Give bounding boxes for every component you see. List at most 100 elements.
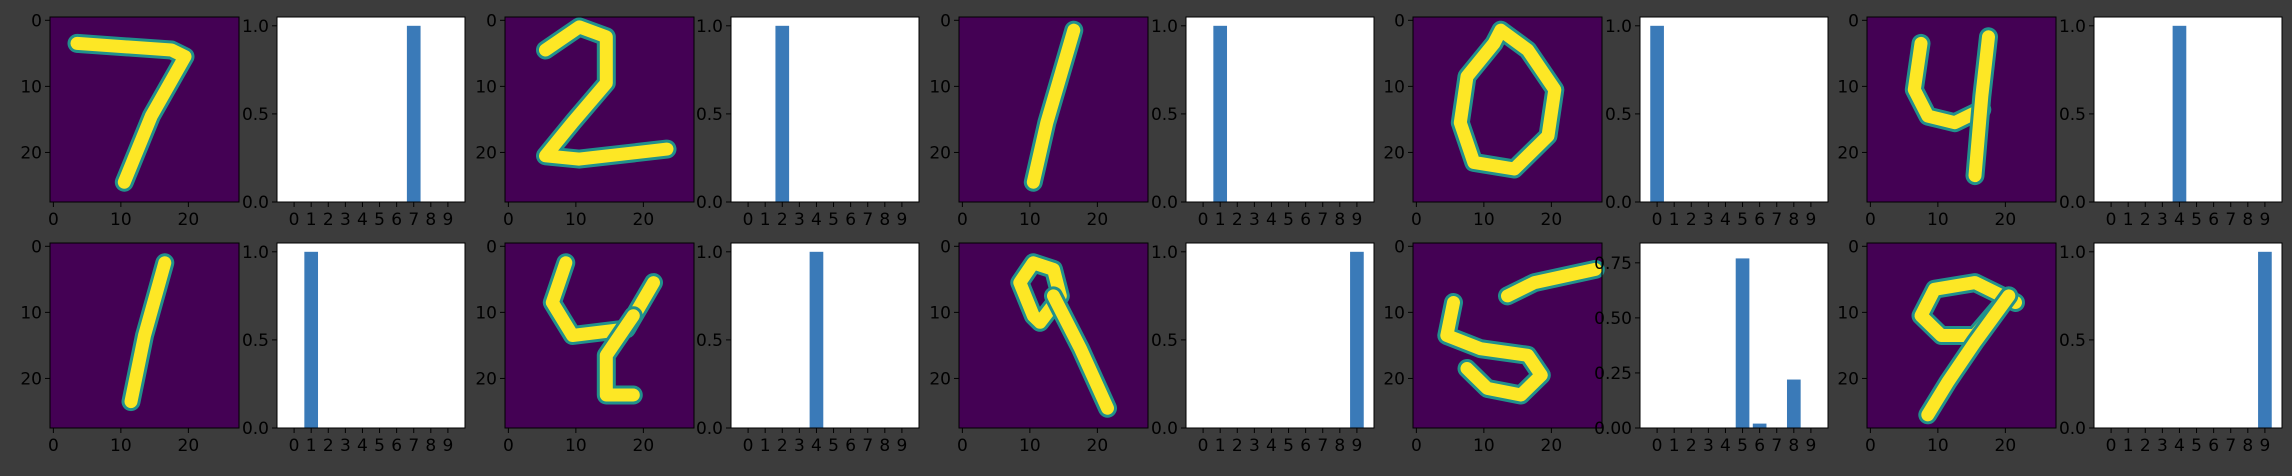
x-tick-label: 0: [1411, 436, 1422, 456]
y-tick-label: 0: [940, 237, 951, 257]
x-tick-label: 10: [1473, 436, 1495, 456]
axes-background: [1186, 243, 1374, 428]
x-tick-label: 5: [828, 436, 839, 456]
y-tick-label: 10: [1383, 303, 1405, 323]
x-tick-label: 2: [777, 210, 788, 230]
x-tick-label: 7: [408, 210, 419, 230]
digit-stroke: [70, 36, 192, 189]
x-tick-label: 20: [1541, 210, 1563, 230]
x-tick-label: 0: [1865, 210, 1876, 230]
x-tick-label: 8: [2242, 210, 2253, 230]
y-tick-label: 0.5: [2059, 105, 2086, 125]
y-tick-label: 0: [31, 11, 42, 31]
image-subplot: 0 10 20 0 10 20: [1383, 237, 1605, 456]
image-subplot: 0 10 20 0 10 20: [929, 11, 1149, 230]
x-tick-label: 6: [1300, 210, 1311, 230]
digit-stroke: [1453, 23, 1562, 176]
y-tick-label: 20: [20, 143, 42, 163]
digit-stroke: [1440, 296, 1548, 402]
x-tick-label: 4: [2174, 210, 2185, 230]
x-tick-label: 0: [957, 210, 968, 230]
x-tick-label: 8: [425, 210, 436, 230]
x-tick-label: 6: [845, 436, 856, 456]
x-tick-label: 5: [2191, 436, 2202, 456]
y-tick-label: 0.0: [696, 419, 723, 439]
axes-background: [731, 17, 919, 202]
y-tick-label: 1.0: [242, 17, 269, 37]
y-tick-label: 0.5: [1151, 105, 1178, 125]
x-tick-label: 8: [1788, 436, 1799, 456]
x-tick-label: 1: [306, 436, 317, 456]
axes-frame: [730, 242, 920, 429]
x-tick-label: 8: [425, 436, 436, 456]
y-tick-label: 0.25: [1594, 364, 1632, 384]
y-tick-label: 1.0: [1151, 17, 1178, 37]
y-tick-label: 20: [1383, 369, 1405, 389]
y-tick-label: 0.5: [696, 105, 723, 125]
x-tick-label: 3: [340, 436, 351, 456]
x-tick-label: 0: [289, 210, 300, 230]
x-tick-label: 3: [1249, 210, 1260, 230]
bar: [1650, 25, 1664, 202]
x-tick-label: 3: [2157, 436, 2168, 456]
x-tick-label: 4: [1720, 210, 1731, 230]
x-tick-label: 5: [828, 210, 839, 230]
x-tick-label: 4: [357, 436, 368, 456]
y-tick-label: 10: [929, 303, 951, 323]
x-tick-label: 8: [1334, 436, 1345, 456]
x-tick-label: 9: [1805, 436, 1816, 456]
y-tick-label: 0.0: [242, 193, 269, 213]
axes-frame: [49, 242, 240, 429]
x-tick-label: 5: [374, 210, 385, 230]
image-subplot: 0 10 20 0 10 20: [475, 11, 695, 230]
bar: [1350, 251, 1364, 428]
y-tick-label: 0.0: [2059, 419, 2086, 439]
y-tick-label: 20: [929, 369, 951, 389]
y-tick-label: 0.50: [1594, 309, 1632, 329]
x-tick-label: 10: [110, 210, 132, 230]
axes-frame: [504, 242, 695, 429]
bar-subplot: 0 1 2 3 4 5 6 7 8 9 0.00 0.25 0.50 0.75: [1594, 242, 1829, 456]
bar-subplot: 0 1 2 3 4 5 6 7 8 9 0.0 0.5 1.0: [696, 242, 920, 456]
x-tick-label: 4: [357, 210, 368, 230]
x-tick-label: 20: [1995, 210, 2017, 230]
y-tick-label: 20: [1383, 143, 1405, 163]
digit-stroke: [1047, 289, 1114, 415]
y-tick-label: 0: [31, 237, 42, 257]
x-tick-label: 0: [957, 436, 968, 456]
x-tick-label: 4: [1266, 436, 1277, 456]
x-tick-label: 0: [1865, 436, 1876, 456]
bar: [1213, 25, 1228, 202]
x-tick-label: 10: [110, 436, 132, 456]
bar-subplot: 0 1 2 3 4 5 6 7 8 9 0.0 0.5 1.0: [1605, 16, 1829, 230]
x-tick-label: 0: [48, 210, 59, 230]
y-tick-label: 20: [1837, 143, 1859, 163]
y-tick-label: 0.0: [2059, 193, 2086, 213]
y-tick-label: 20: [475, 369, 497, 389]
x-tick-label: 8: [2242, 436, 2253, 456]
x-tick-label: 4: [1720, 436, 1731, 456]
axes-frame: [958, 242, 1149, 429]
y-tick-label: 0.5: [696, 331, 723, 351]
y-tick-label: 1.0: [2059, 17, 2086, 37]
x-tick-label: 10: [1927, 210, 1949, 230]
x-tick-label: 3: [340, 210, 351, 230]
image-subplot: 0 10 20 0 10 20: [1837, 237, 2057, 456]
x-tick-label: 5: [1737, 210, 1748, 230]
axes-frame: [958, 16, 1149, 203]
x-tick-label: 1: [1215, 436, 1226, 456]
x-tick-label: 0: [289, 436, 300, 456]
x-tick-label: 0: [503, 210, 514, 230]
y-tick-label: 10: [20, 303, 42, 323]
digit-stroke: [1013, 256, 1067, 329]
x-tick-label: 1: [2123, 436, 2134, 456]
x-tick-label: 2: [777, 436, 788, 456]
digit-stroke: [124, 256, 172, 409]
x-tick-label: 3: [2157, 210, 2168, 230]
y-tick-label: 0.5: [242, 105, 269, 125]
y-tick-label: 10: [475, 77, 497, 97]
axes-background: [1640, 17, 1828, 202]
bar: [1735, 258, 1750, 428]
